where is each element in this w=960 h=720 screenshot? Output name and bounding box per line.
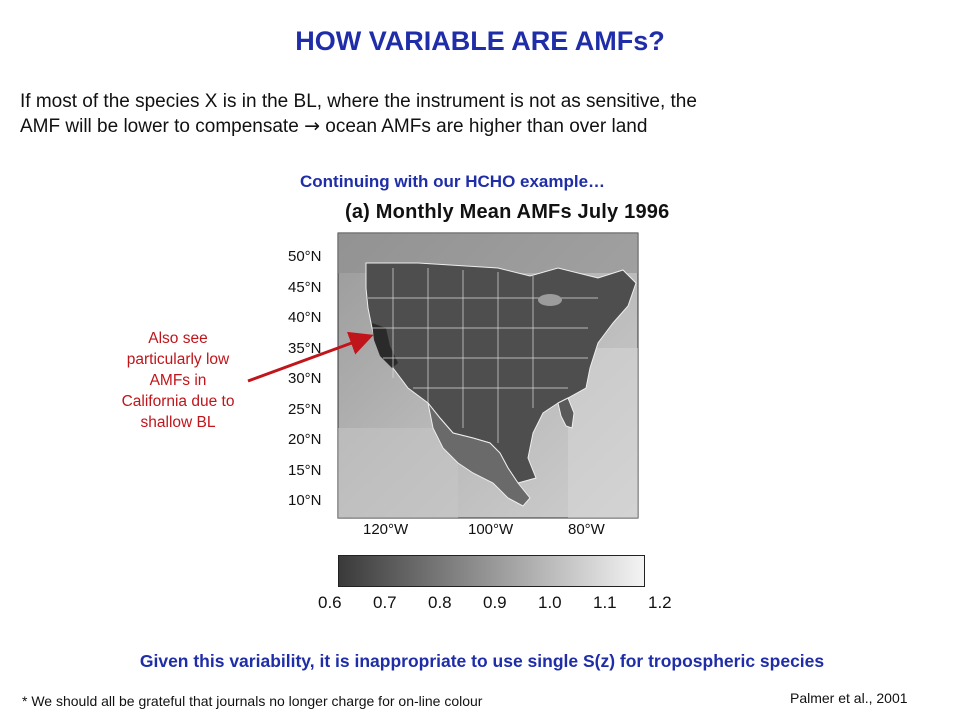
footnote: * We should all be grateful that journal… <box>22 693 483 709</box>
land-north-america <box>365 262 637 484</box>
annotation-line: Also see <box>148 330 208 347</box>
colorbar-tick-label: 1.1 <box>593 593 617 612</box>
longitude-label: 100°W <box>468 521 514 538</box>
citation: Palmer et al., 2001 <box>790 690 908 706</box>
annotation-line: particularly low <box>126 351 230 368</box>
intro-line-1: If most of the species X is in the BL, w… <box>20 91 697 112</box>
land-florida <box>557 397 575 429</box>
colorbar-tick-label: 1.2 <box>648 593 672 612</box>
latitude-label: 50°N <box>288 248 322 265</box>
great-lakes <box>538 294 562 306</box>
latitude-label: 20°N <box>288 431 322 448</box>
land-mexico <box>427 402 531 507</box>
intro-line-2-pre: AMF will be lower to compensate <box>20 116 299 137</box>
amf-map-figure: 50°N 45°N 40°N 35°N 30°N 25°N 20°N 15°N 10°N 120… <box>268 228 668 553</box>
latitude-label: 10°N <box>288 492 322 509</box>
latitude-label: 35°N <box>288 339 322 357</box>
intro-text: If most of the species X is in the BL, w… <box>20 90 920 139</box>
latitude-label: 30°N <box>288 370 322 387</box>
colorbar-tick-label: 0.7 <box>373 593 397 612</box>
latitude-label: 45°N <box>288 278 322 296</box>
intro-line-2: AMF will be lower to compensate → ocean … <box>20 114 920 139</box>
annotation-line: AMFs in <box>149 372 207 389</box>
annotation-line: shallow BL <box>140 414 216 431</box>
subheading: Continuing with our HCHO example… <box>300 172 606 191</box>
annotation-line: California due to <box>121 393 235 410</box>
intro-line-2-post: ocean AMFs are higher than over land <box>325 116 648 137</box>
latitude-label: 25°N <box>288 400 322 418</box>
arrow-right-icon: → <box>304 115 320 137</box>
latitude-label: 40°N <box>288 309 322 326</box>
figure-title: (a) Monthly Mean AMFs July 1996 <box>345 201 670 223</box>
colorbar-tick-label: 1.0 <box>538 593 562 612</box>
annotation-arrow <box>247 331 374 383</box>
colorbar-tick-label: 0.8 <box>428 593 452 612</box>
slide-title: HOW VARIABLE ARE AMFs? <box>295 26 665 56</box>
colorbar-tick-label: 0.9 <box>483 593 507 612</box>
annotation-note: Also see particularly low AMFs in Califo… <box>92 328 264 433</box>
colorbar-gradient <box>338 555 645 587</box>
longitude-label: 120°W <box>363 521 409 538</box>
land-california-low-amf <box>372 323 398 368</box>
longitude-label: 80°W <box>568 521 605 538</box>
map-pacific-south <box>338 428 458 518</box>
colorbar-tick-label: 0.6 <box>318 593 342 612</box>
conclusion-text: Given this variability, it is inappropri… <box>139 651 825 671</box>
amf-map <box>337 232 639 519</box>
latitude-label: 15°N <box>288 461 322 479</box>
